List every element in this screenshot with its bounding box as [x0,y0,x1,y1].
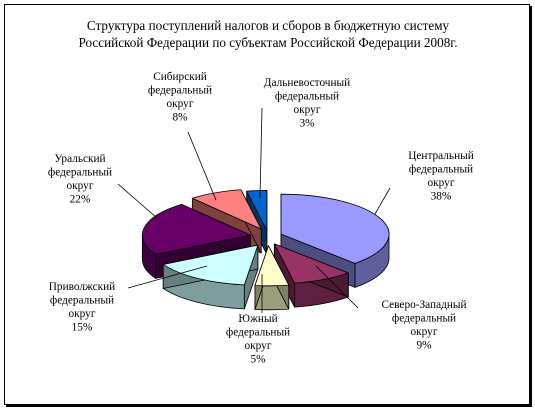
leader-line [187,131,217,201]
leader-line [374,187,391,215]
slice-label-text: федеральный [409,164,473,176]
slice-label-text: федеральный [392,313,456,325]
slice-value-label: 22% [70,194,91,206]
slice-label-text: Северо-Западный [381,299,466,311]
leader-line [259,107,263,199]
slice-label-text: округ [245,340,272,352]
slice-label-text: федеральный [148,85,212,97]
leader-lines [117,107,391,313]
slice-value-label: 3% [299,118,315,130]
slice-value-label: 15% [72,322,93,334]
chart-title-line: Структура поступлений налогов и сборов в… [87,18,450,33]
slice-labels: Центральныйфедеральныйокруг38%Северо-Зап… [48,71,474,366]
slice-label-text: округ [167,98,194,110]
pie-slice [162,244,259,310]
slice-label-text: Дальневосточный [264,77,350,89]
slice-label-text: Сибирский [153,71,207,83]
pie-slices [141,189,390,311]
slice-label-text: федеральный [226,327,290,339]
slice-label-text: округ [411,326,438,338]
slice-label-text: федеральный [50,295,114,307]
chart-title-line: Российской Федерации по субъектам Россий… [78,35,457,50]
slice-label-text: Южный [238,313,277,325]
slice-label-text: Приволжский [49,281,115,293]
leader-line [315,265,359,309]
slice-value-label: 38% [431,191,452,203]
leader-line [117,183,158,219]
slice-label-text: Уральский [54,153,105,165]
slice-label-text: округ [67,180,94,192]
chart-title: Структура поступлений налогов и сборов в… [78,18,457,50]
slice-label-text: округ [294,104,321,116]
slice-label-text: округ [428,177,455,189]
slice-value-label: 5% [250,354,266,366]
slice-label-text: Центральный [408,150,474,162]
leader-line [127,265,208,289]
slice-value-label: 8% [172,112,188,124]
slice-value-label: 9% [416,340,432,352]
slice-label-text: федеральный [275,91,339,103]
slice-label-text: округ [69,308,96,320]
pie-slice [273,243,349,308]
slice-label-text: федеральный [48,167,112,179]
